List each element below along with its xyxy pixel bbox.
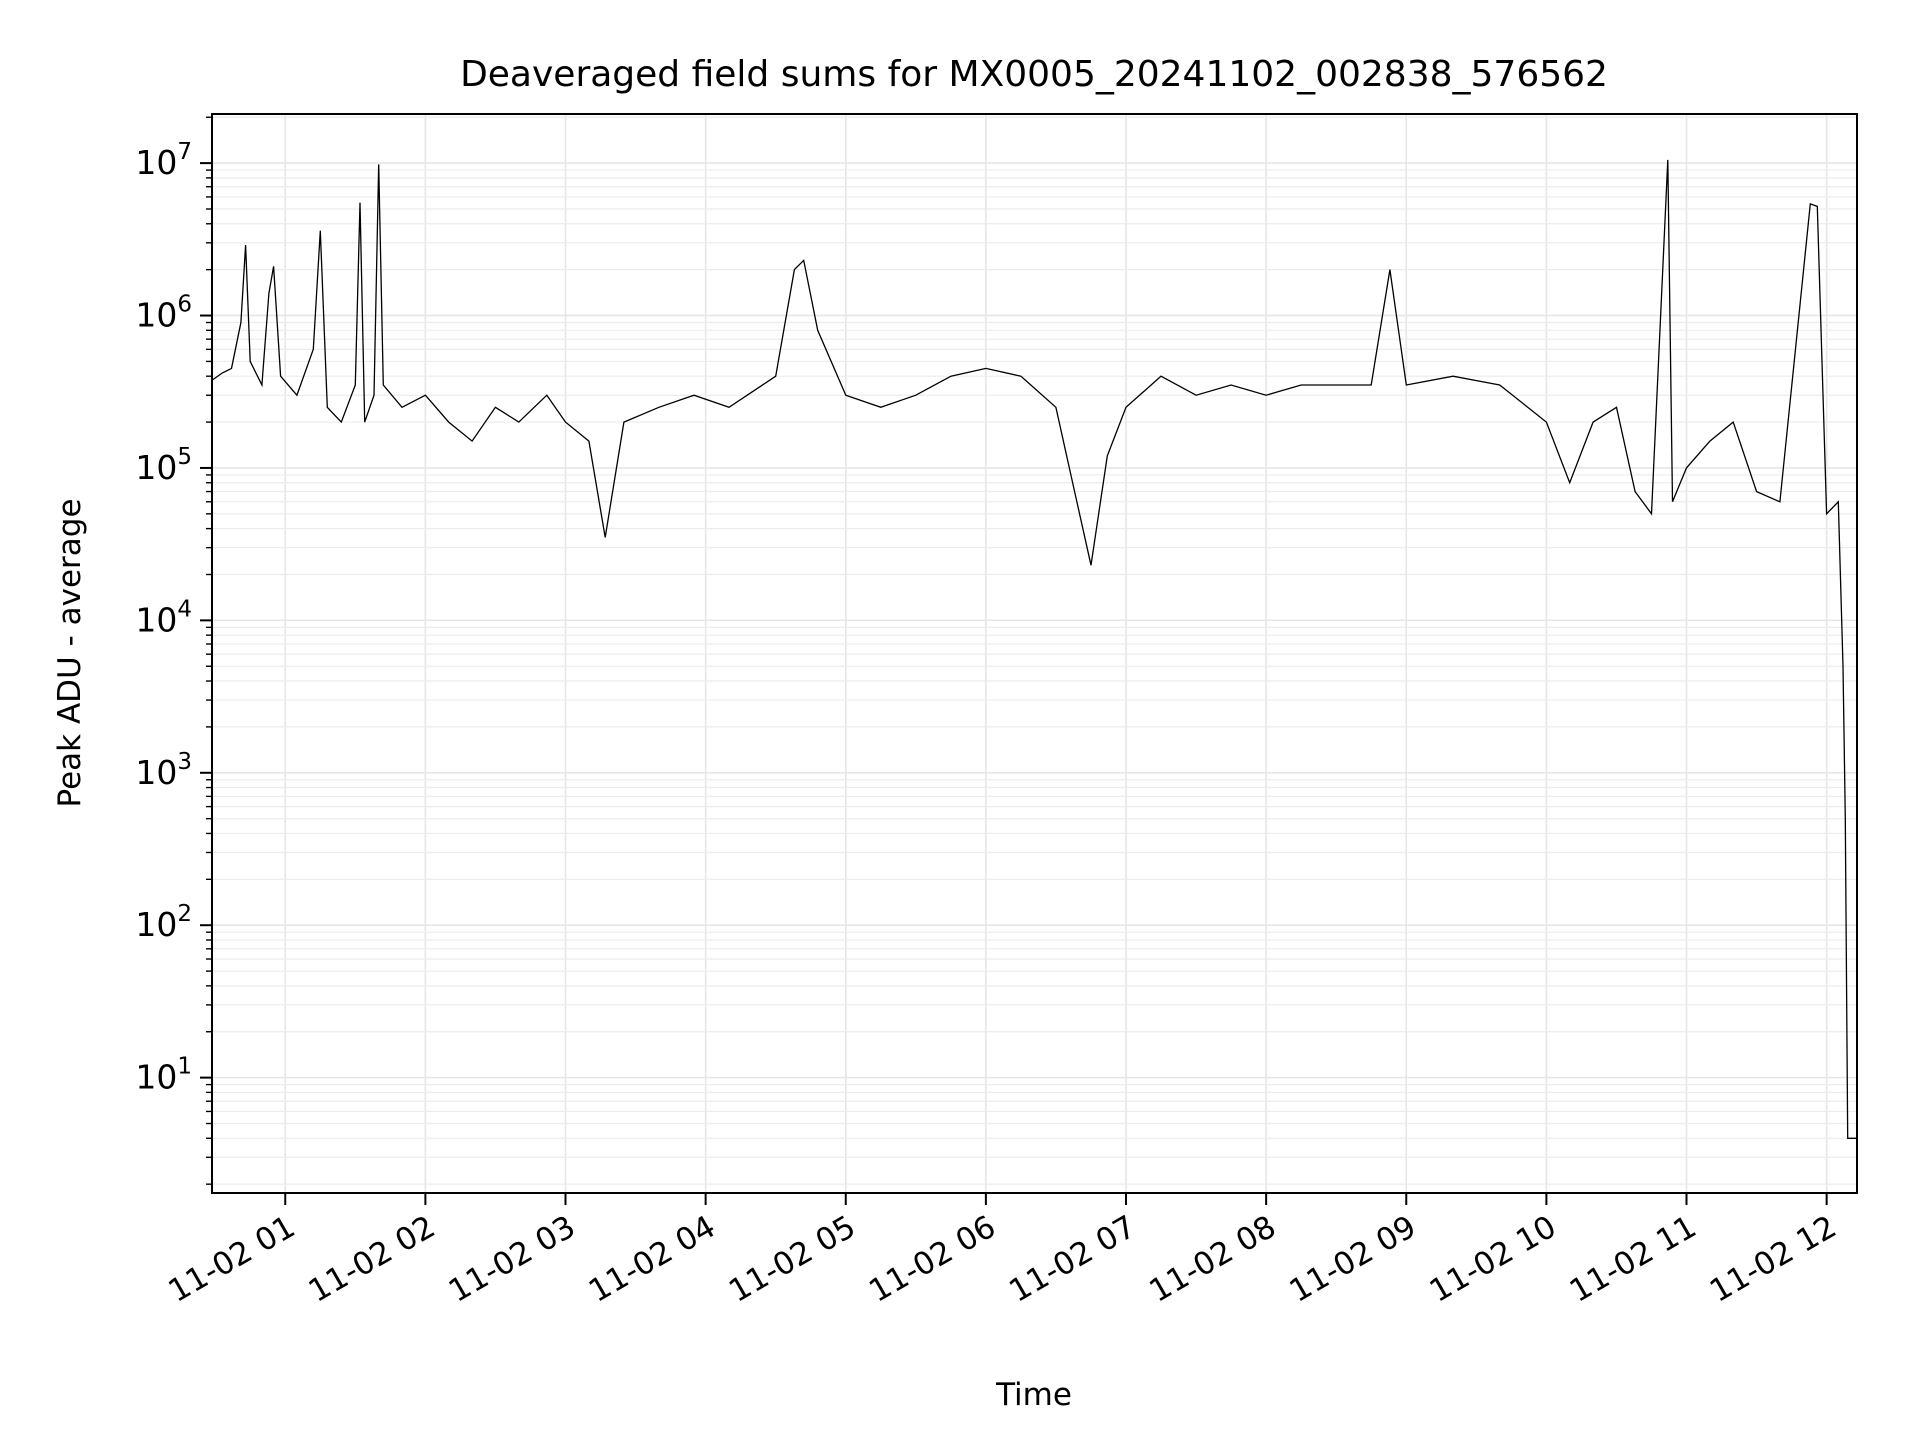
y-tick-label: 104 <box>135 596 192 639</box>
y-axis-label: Peak ADU - average <box>52 498 88 807</box>
y-tick-base: 10 <box>135 143 177 182</box>
y-tick-label: 105 <box>135 444 192 487</box>
x-axis-label: Time <box>995 1377 1072 1413</box>
y-tick-label: 103 <box>135 749 192 792</box>
y-tick-exponent: 5 <box>177 444 192 470</box>
y-tick-base: 10 <box>135 296 177 335</box>
series-line <box>212 159 1857 1139</box>
y-tick-label: 106 <box>135 292 192 335</box>
y-tick-base: 10 <box>135 600 177 639</box>
y-tick-exponent: 3 <box>177 749 192 775</box>
y-tick-label: 107 <box>135 139 192 182</box>
plot-area <box>212 159 1857 1139</box>
y-tick-exponent: 2 <box>177 901 192 927</box>
y-tick-base: 10 <box>135 905 177 944</box>
chart-title: Deaveraged field sums for MX0005_2024110… <box>460 54 1608 95</box>
y-tick-exponent: 6 <box>177 292 192 318</box>
y-tick-label: 102 <box>135 901 192 944</box>
y-tick-exponent: 7 <box>177 139 192 165</box>
y-tick-exponent: 4 <box>177 596 192 622</box>
y-tick-exponent: 1 <box>177 1054 192 1080</box>
y-tick-base: 10 <box>135 448 177 487</box>
y-tick-base: 10 <box>135 753 177 792</box>
y-tick-label: 101 <box>135 1054 192 1097</box>
grid-layer <box>212 114 1857 1193</box>
y-tick-base: 10 <box>135 1058 177 1097</box>
